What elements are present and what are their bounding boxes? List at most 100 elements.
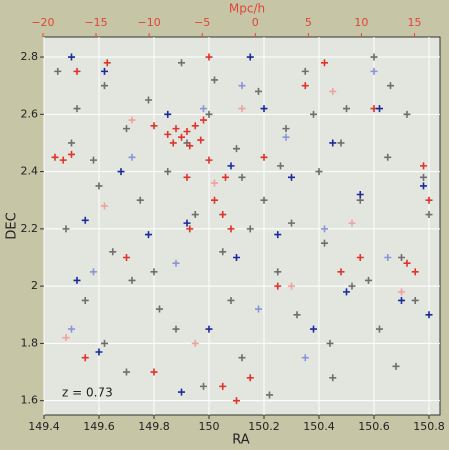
point <box>233 397 240 405</box>
point <box>205 110 213 118</box>
x-tick-label: 150.4 <box>303 420 335 433</box>
point <box>370 67 378 75</box>
point <box>227 296 235 304</box>
point <box>136 196 144 204</box>
point <box>301 82 309 90</box>
y-tick-label: 2 <box>31 279 38 292</box>
point <box>238 82 246 90</box>
point <box>128 116 136 124</box>
point <box>128 276 136 284</box>
point <box>81 354 89 362</box>
point <box>246 225 254 233</box>
point <box>321 59 328 67</box>
point <box>387 82 394 90</box>
x-tick-label: 149.6 <box>83 420 115 433</box>
point <box>219 382 227 390</box>
point <box>109 248 117 256</box>
point <box>403 110 411 118</box>
point <box>238 173 246 181</box>
point <box>282 125 290 133</box>
x2-tick-label: −5 <box>194 16 210 29</box>
point <box>321 225 328 233</box>
point <box>326 339 334 347</box>
point <box>200 382 207 390</box>
point <box>186 142 194 150</box>
point <box>425 211 433 219</box>
point <box>73 105 81 113</box>
point <box>233 145 240 153</box>
y-tick-label: 1.6 <box>21 394 39 407</box>
point <box>68 150 75 158</box>
point <box>95 348 103 356</box>
point <box>392 362 400 370</box>
x-tick-label: 149.4 <box>28 420 60 433</box>
point <box>384 153 392 161</box>
point <box>420 162 427 170</box>
point <box>81 296 89 304</box>
point <box>186 225 194 233</box>
point <box>337 268 345 276</box>
point <box>164 168 172 176</box>
point <box>183 219 191 227</box>
point <box>376 325 383 333</box>
point <box>68 325 75 333</box>
point <box>222 173 229 181</box>
x2-tick-label: 10 <box>354 16 368 29</box>
point <box>117 168 125 176</box>
point <box>246 53 254 61</box>
point <box>90 268 97 276</box>
point <box>95 182 103 190</box>
x2-tick-label: 5 <box>305 16 312 29</box>
point <box>59 156 67 164</box>
point <box>348 282 356 290</box>
point <box>288 219 295 227</box>
point <box>227 225 235 233</box>
point <box>54 67 62 75</box>
x2-tick-label: 0 <box>252 16 259 29</box>
y-tick-label: 1.8 <box>21 336 39 349</box>
point <box>310 110 317 118</box>
point <box>274 231 282 239</box>
x-tick-label: 149.8 <box>138 420 170 433</box>
point <box>101 82 108 90</box>
point <box>301 354 309 362</box>
point <box>123 125 130 133</box>
y-tick-label: 2.2 <box>21 222 39 235</box>
point <box>101 202 108 210</box>
point <box>403 259 411 267</box>
x-tick-label: 150.2 <box>248 420 280 433</box>
point <box>103 59 111 67</box>
point <box>260 105 268 113</box>
point <box>255 87 262 95</box>
point <box>365 276 372 284</box>
point <box>172 125 180 133</box>
point <box>384 254 392 261</box>
point <box>288 282 295 290</box>
point <box>101 67 108 75</box>
point <box>329 87 337 95</box>
point <box>227 162 235 170</box>
point <box>219 211 227 219</box>
point <box>169 139 177 147</box>
point <box>420 182 427 190</box>
point <box>425 196 433 204</box>
point <box>51 153 59 161</box>
point <box>370 53 378 61</box>
point <box>420 173 427 181</box>
point <box>68 139 75 147</box>
point <box>255 305 262 313</box>
y-axis-label: DEC <box>5 212 20 239</box>
point <box>211 179 218 187</box>
point <box>197 136 205 144</box>
point <box>101 339 108 347</box>
point <box>128 153 136 161</box>
point <box>411 268 419 276</box>
point <box>145 231 152 239</box>
point <box>425 311 433 319</box>
point <box>343 105 350 113</box>
y-tick-label: 2.8 <box>21 50 39 63</box>
point <box>164 110 172 118</box>
point <box>398 254 405 261</box>
point <box>123 368 130 376</box>
